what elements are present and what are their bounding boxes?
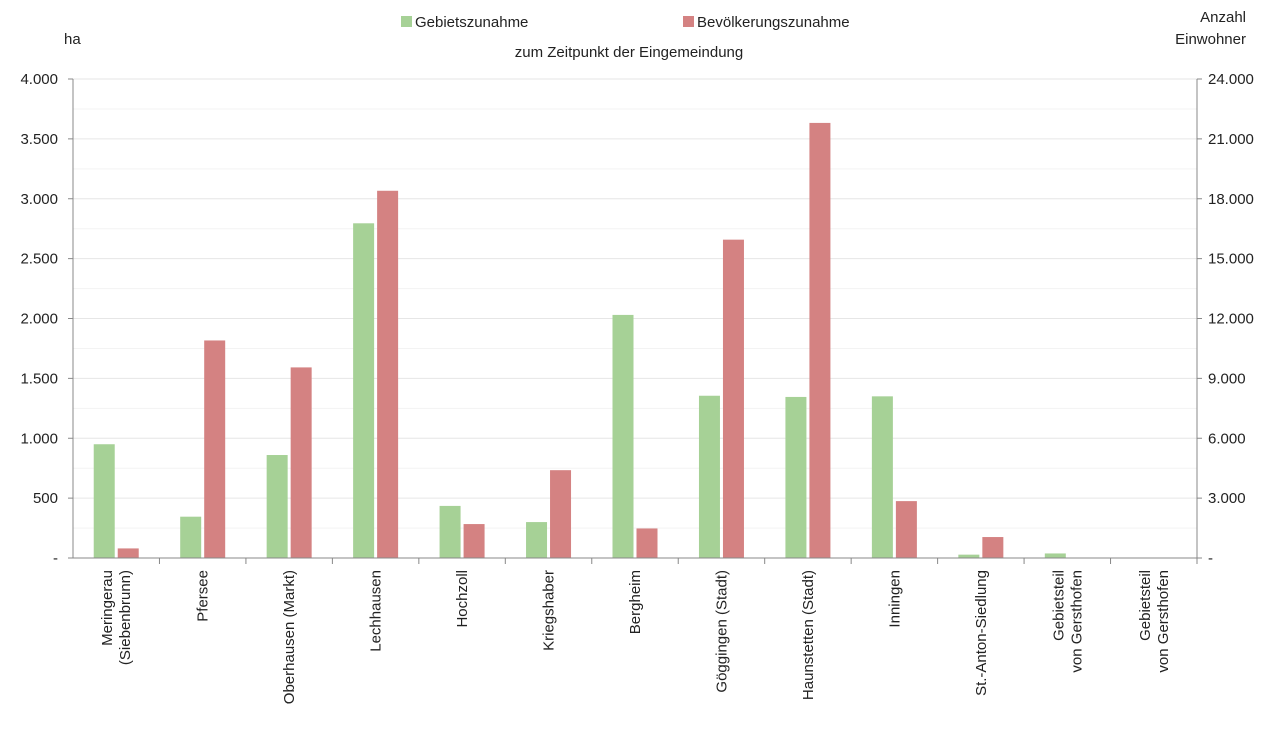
bar-bevoelkerungszunahme: [117, 548, 139, 558]
category-label: Pfersee: [195, 570, 212, 622]
right-axis-label-line1: Anzahl: [1200, 9, 1246, 26]
category-label-line: Oberhausen (Markt): [281, 570, 298, 704]
right-tick-label: -: [1208, 550, 1213, 567]
left-tick-label: 3.000: [20, 191, 58, 208]
right-tick-label: 6.000: [1208, 430, 1246, 447]
category-label-line: Hochzoll: [454, 570, 471, 628]
left-tick-label: -: [53, 550, 58, 567]
left-tick-label: 2.000: [20, 311, 58, 328]
bar-gebietszunahme: [785, 396, 807, 558]
right-tick-label: 12.000: [1208, 311, 1254, 328]
right-tick-label: 21.000: [1208, 131, 1254, 148]
gridlines: [73, 78, 1197, 529]
category-label-line: Gebietsteil: [1137, 570, 1154, 641]
category-label: Lechhausen: [368, 570, 385, 652]
bar-bevoelkerungszunahme: [982, 537, 1004, 558]
bar-gebietszunahme: [439, 505, 461, 558]
bar-bevoelkerungszunahme: [463, 524, 485, 558]
category-label: St.-Anton-Siedlung: [973, 570, 990, 696]
legend-swatch-gebietszunahme: [401, 16, 412, 27]
category-label-line: von Gersthofen: [1155, 570, 1172, 673]
bar-bevoelkerungszunahme: [895, 501, 917, 558]
left-tick-label: 1.000: [20, 430, 58, 447]
category-label-line: Inningen: [886, 570, 903, 628]
category-label: Hochzoll: [454, 570, 471, 628]
category-label-line: von Gersthofen: [1068, 570, 1085, 673]
right-tick-label: 9.000: [1208, 370, 1246, 387]
left-tick-label: 500: [33, 490, 58, 507]
legend-label-bevoelkerungszunahme: Bevölkerungszunahme: [697, 14, 850, 31]
legend: Gebietszunahme Bevölkerungszunahme: [401, 14, 850, 31]
bar-bevoelkerungszunahme: [204, 340, 226, 558]
category-label-line: St.-Anton-Siedlung: [973, 570, 990, 696]
bar-bevoelkerungszunahme: [290, 367, 312, 558]
category-label: Haunstetten (Stadt): [800, 570, 817, 700]
bar-gebietszunahme: [353, 223, 375, 558]
category-label-line: Pfersee: [195, 570, 212, 622]
legend-label-gebietszunahme: Gebietszunahme: [415, 14, 528, 31]
category-label-line: (Siebenbrunn): [117, 570, 134, 665]
bar-bevoelkerungszunahme: [550, 470, 572, 558]
category-label-line: Kriegshaber: [541, 570, 558, 651]
right-tick-label: 24.000: [1208, 71, 1254, 88]
bar-gebietszunahme: [1044, 553, 1066, 558]
tick-labels: - - 500 3.000 1.000 6.000 1.500 9.000 2.000 12.00…: [20, 71, 1253, 567]
bar-gebietszunahme: [612, 314, 634, 558]
right-tick-label: 3.000: [1208, 490, 1246, 507]
left-tick-label: 3.500: [20, 131, 58, 148]
category-labels: Meringerau (Siebenbrunn) Pfersee Oberhausen…: [99, 570, 1172, 704]
category-label: Inningen: [886, 570, 903, 628]
category-label: Gebietsteil von Gersthofen: [1050, 570, 1085, 673]
right-axis-label-line2: Einwohner: [1175, 31, 1246, 48]
bar-bevoelkerungszunahme: [809, 122, 831, 559]
category-label: Bergheim: [627, 570, 644, 634]
bar-gebietszunahme: [93, 444, 115, 558]
bar-gebietszunahme: [698, 395, 720, 558]
category-label: Gebietsteil von Gersthofen: [1137, 570, 1172, 673]
bar-gebietszunahme: [266, 455, 288, 558]
right-tick-label: 18.000: [1208, 191, 1254, 208]
category-label-line: Gebietsteil: [1050, 570, 1067, 641]
category-label: Kriegshaber: [541, 570, 558, 651]
left-tick-label: 1.500: [20, 370, 58, 387]
category-label-line: Haunstetten (Stadt): [800, 570, 817, 700]
category-label-line: Meringerau: [99, 570, 116, 646]
bar-gebietszunahme: [526, 522, 548, 558]
left-axis-unit-label: ha: [64, 31, 81, 48]
right-tick-label: 15.000: [1208, 251, 1254, 268]
category-label-line: Göggingen (Stadt): [713, 570, 730, 693]
category-label: Meringerau (Siebenbrunn): [99, 570, 134, 665]
category-label: Göggingen (Stadt): [713, 570, 730, 693]
bar-gebietszunahme: [871, 396, 893, 558]
legend-swatch-bevoelkerungszunahme: [683, 16, 694, 27]
left-tick-label: 2.500: [20, 251, 58, 268]
category-label: Oberhausen (Markt): [281, 570, 298, 704]
category-label-line: Lechhausen: [368, 570, 385, 652]
category-label-line: Bergheim: [627, 570, 644, 634]
bar-gebietszunahme: [180, 516, 202, 558]
bar-gebietszunahme: [958, 554, 980, 558]
chart-subtitle: zum Zeitpunkt der Eingemeindung: [515, 44, 743, 61]
bar-bevoelkerungszunahme: [377, 190, 399, 558]
bar-bevoelkerungszunahme: [636, 528, 658, 558]
axes: [72, 79, 1198, 564]
bars: [93, 122, 1066, 559]
left-tick-label: 4.000: [20, 71, 58, 88]
bar-bevoelkerungszunahme: [722, 239, 744, 558]
